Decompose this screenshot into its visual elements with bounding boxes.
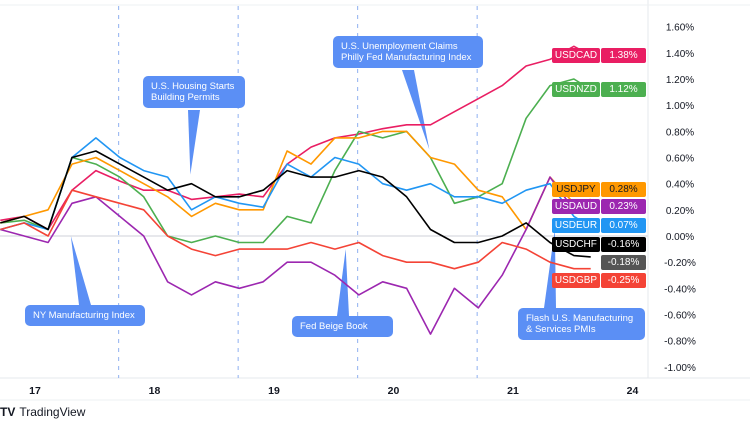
- annotation-text: NY Manufacturing Index: [33, 310, 135, 321]
- x-tick-label: 18: [149, 385, 161, 397]
- y-tick-label: -0.60%: [664, 310, 696, 321]
- annotation-pointer: [188, 110, 200, 175]
- y-tick-label: 1.40%: [666, 49, 694, 60]
- series-line-usdcad[interactable]: [0, 45, 592, 231]
- series-name-tag: USDJPY: [552, 182, 600, 197]
- annotation-housing-starts: U.S. Housing Starts Building Permits: [143, 76, 245, 108]
- series-line-usdgbp[interactable]: [0, 189, 591, 270]
- series-value-tag: -0.16%: [601, 237, 646, 252]
- annotation-unemployment-claims: U.S. Unemployment Claims Philly Fed Manu…: [333, 36, 483, 68]
- annotation-pointer: [70, 236, 91, 305]
- annotation-pointer: [402, 70, 430, 150]
- y-tick-label: 1.00%: [666, 101, 694, 112]
- series-value-tag: -0.25%: [601, 273, 646, 288]
- y-tick-label: 1.20%: [666, 75, 694, 86]
- annotation-text: Fed Beige Book: [300, 321, 368, 332]
- x-tick-label: 24: [627, 385, 639, 397]
- y-tick-label: -0.40%: [664, 284, 696, 295]
- series-value-tag: 1.12%: [601, 82, 646, 97]
- tradingview-logo[interactable]: TV TradingView: [0, 405, 85, 419]
- y-tick-label: -0.20%: [664, 258, 696, 269]
- y-tick-label: 1.60%: [666, 23, 694, 34]
- x-tick-label: 20: [388, 385, 400, 397]
- y-tick-label: -0.80%: [664, 337, 696, 348]
- series-name-tag: USDEUR: [552, 218, 600, 233]
- annotation-text: U.S. Housing Starts: [151, 81, 235, 92]
- y-tick-label: 0.20%: [666, 206, 694, 217]
- y-tick-label: 0.00%: [666, 232, 694, 243]
- x-tick-label: 19: [268, 385, 280, 397]
- annotation-text: U.S. Unemployment Claims: [341, 41, 458, 52]
- series-line-usdeur[interactable]: [0, 137, 592, 231]
- series-value-tag: 1.38%: [601, 48, 646, 63]
- series-line-usdnzd[interactable]: [0, 78, 592, 244]
- y-tick-label: -1.00%: [664, 363, 696, 374]
- series-line-usdchf[interactable]: [0, 150, 591, 258]
- y-tick-label: 0.80%: [666, 127, 694, 138]
- extra-price-tag: -0.18%: [601, 255, 646, 270]
- annotation-text: Philly Fed Manufacturing Index: [341, 52, 472, 63]
- x-tick-label: 17: [29, 385, 41, 397]
- tradingview-logo-icon: TV: [0, 405, 16, 419]
- series-value-tag: 0.23%: [601, 199, 646, 214]
- annotation-text: Flash U.S. Manufacturing: [526, 313, 634, 324]
- y-tick-label: 0.60%: [666, 154, 694, 165]
- annotation-text: Building Permits: [151, 92, 220, 103]
- series-value-tag: 0.07%: [601, 218, 646, 233]
- series-value-tag: 0.28%: [601, 182, 646, 197]
- series-name-tag: USDCHF: [552, 237, 600, 252]
- series-line-usdaud[interactable]: [0, 176, 591, 335]
- series-name-tag: USDNZD: [552, 82, 600, 97]
- annotation-text: & Services PMIs: [526, 324, 596, 335]
- annotation-fed-beige-book: Fed Beige Book: [292, 316, 393, 337]
- annotation-ny-manufacturing: NY Manufacturing Index: [25, 305, 145, 326]
- series-name-tag: USDGBP: [552, 273, 600, 288]
- logo-text: TradingView: [19, 405, 86, 419]
- y-tick-label: 0.40%: [666, 180, 694, 191]
- series-name-tag: USDAUD: [552, 199, 600, 214]
- series-name-tag: USDCAD: [552, 48, 600, 63]
- series-line-usdjpy[interactable]: [0, 130, 591, 231]
- annotation-flash-pmis: Flash U.S. Manufacturing & Services PMIs: [518, 308, 645, 340]
- x-tick-label: 21: [507, 385, 519, 397]
